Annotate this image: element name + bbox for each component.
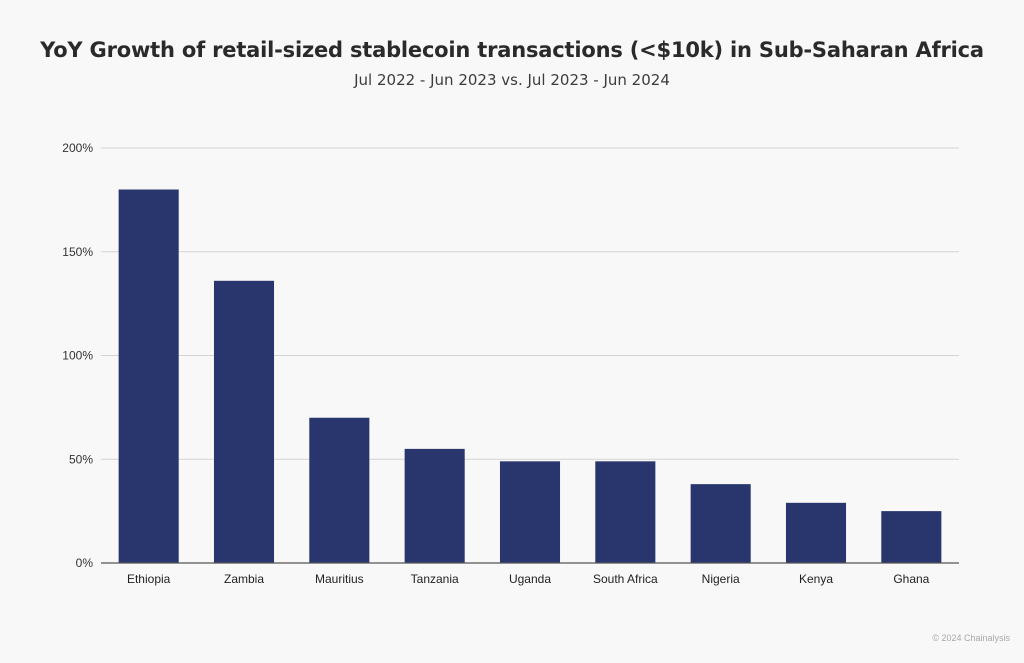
bar	[118, 189, 179, 563]
x-tick-label: Nigeria	[702, 572, 740, 586]
y-tick-label: 50%	[69, 452, 93, 466]
y-tick-label: 100%	[62, 349, 93, 363]
bar	[785, 502, 847, 563]
chart-subtitle: Jul 2022 - Jun 2023 vs. Jul 2023 - Jun 2…	[354, 71, 670, 89]
y-tick-label: 0%	[76, 556, 94, 570]
chart-title: YoY Growth of retail-sized stablecoin tr…	[40, 38, 984, 62]
x-tick-label: South Africa	[593, 572, 658, 586]
x-tick-label: Tanzania	[411, 572, 459, 586]
bar	[213, 280, 275, 563]
bar	[690, 484, 751, 563]
bar	[595, 461, 656, 563]
bar	[499, 461, 561, 563]
copyright-notice: © 2024 Chainalysis	[932, 633, 1010, 643]
x-tick-label: Mauritius	[315, 572, 364, 586]
y-tick-label: 200%	[62, 141, 93, 155]
x-tick-label: Zambia	[224, 572, 264, 586]
x-tick-label: Ethiopia	[127, 572, 171, 586]
bar	[881, 511, 942, 563]
bar	[404, 448, 465, 563]
x-tick-label: Ghana	[893, 572, 929, 586]
y-tick-label: 150%	[62, 245, 93, 259]
bar	[309, 417, 370, 563]
x-tick-label: Uganda	[509, 572, 551, 586]
x-tick-label: Kenya	[799, 572, 833, 586]
